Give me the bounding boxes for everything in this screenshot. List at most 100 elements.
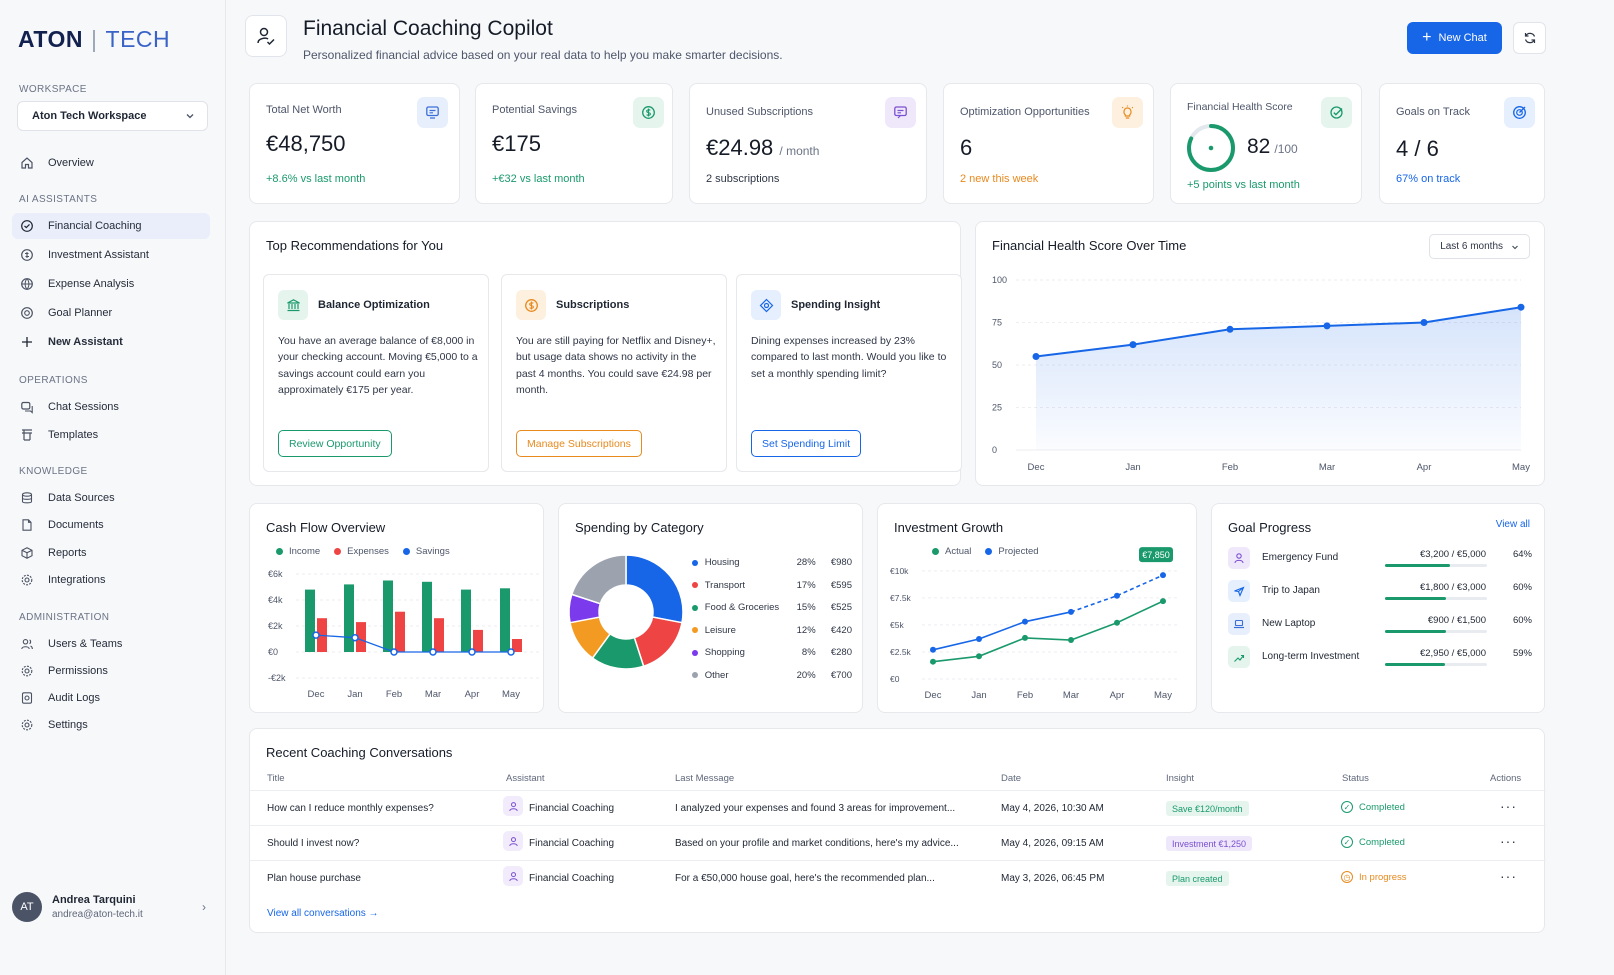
manage-subscriptions-button[interactable]: Manage Subscriptions bbox=[516, 430, 642, 457]
table-row[interactable]: Should I invest now? Financial Coaching … bbox=[250, 825, 1546, 860]
brand-logo[interactable]: ATON | TECH bbox=[18, 26, 170, 53]
spending-category-card: Spending by Category Housing 28% €980 Trans… bbox=[558, 503, 863, 713]
new-chat-button[interactable]: + New Chat bbox=[1407, 22, 1502, 54]
sidebar-item-templates[interactable]: Templates bbox=[12, 422, 210, 448]
sidebar-item-goal-planner[interactable]: Goal Planner bbox=[12, 300, 210, 326]
workspace-label: WORKSPACE bbox=[19, 84, 87, 95]
goal-row[interactable]: Emergency Fund €3,200 / €5,000 64% bbox=[1228, 547, 1533, 577]
more-actions-icon[interactable]: ··· bbox=[1500, 798, 1517, 814]
legend-label: Expenses bbox=[347, 546, 389, 557]
review-opportunity-button[interactable]: Review Opportunity bbox=[278, 430, 392, 457]
sidebar-item-users-teams[interactable]: Users & Teams bbox=[12, 631, 210, 657]
sidebar-item-label: Audit Logs bbox=[48, 692, 100, 704]
sidebar-item-permissions[interactable]: Permissions bbox=[12, 658, 210, 684]
goal-row[interactable]: Long-term Investment €2,950 / €5,000 59% bbox=[1228, 646, 1533, 676]
savings-point bbox=[429, 648, 437, 656]
y-tick-label: €5k bbox=[890, 620, 904, 630]
view-all-conversations-link[interactable]: View all conversations → bbox=[267, 908, 379, 919]
savings-line bbox=[315, 634, 511, 653]
recommendation-title: Subscriptions bbox=[556, 299, 630, 311]
kpi-foot: 67% on track bbox=[1396, 173, 1461, 185]
kpi-value-number: €24.98 bbox=[706, 135, 774, 160]
sidebar-item-financial-coaching[interactable]: Financial Coaching bbox=[12, 213, 210, 239]
category-legend-item: Food & Groceries 15% €525 bbox=[692, 602, 852, 613]
category-legend-item: Housing 28% €980 bbox=[692, 557, 852, 568]
sidebar-item-documents[interactable]: Documents bbox=[12, 512, 210, 538]
user-profile[interactable]: AT Andrea Tarquini andrea@aton-tech.it › bbox=[12, 890, 212, 924]
projected-point bbox=[1022, 618, 1028, 625]
coin-icon bbox=[516, 290, 546, 320]
sidebar-item-label: Integrations bbox=[48, 574, 106, 586]
kpi-foot: 2 subscriptions bbox=[706, 173, 780, 185]
refresh-button[interactable] bbox=[1513, 22, 1546, 54]
category-name: Leisure bbox=[704, 624, 736, 636]
spending-donut-chart bbox=[568, 554, 684, 670]
view-all-goals-link[interactable]: View all bbox=[1495, 519, 1530, 530]
sidebar-item-investment-assistant[interactable]: Investment Assistant bbox=[12, 242, 210, 268]
donut-slice bbox=[625, 554, 684, 624]
x-tick-label: Apr bbox=[465, 689, 480, 700]
workspace-select[interactable]: Aton Tech Workspace bbox=[17, 101, 208, 131]
recommendation-card: Subscriptions You are still paying for N… bbox=[501, 274, 727, 472]
sidebar-item-label: Reports bbox=[48, 547, 87, 559]
more-actions-icon[interactable]: ··· bbox=[1500, 833, 1517, 849]
data-point bbox=[1517, 303, 1525, 311]
investment-growth-card: Investment Growth Actual Projected €0 €2.… bbox=[877, 503, 1197, 713]
column-header: Date bbox=[1001, 773, 1022, 784]
sidebar-item-label: Goal Planner bbox=[48, 307, 113, 319]
sidebar-item-new-assistant[interactable]: New Assistant bbox=[12, 329, 210, 355]
investment-legend: Actual Projected bbox=[932, 546, 1053, 557]
goal-row[interactable]: Trip to Japan €1,800 / €3,000 60% bbox=[1228, 580, 1533, 610]
section-knowledge: KNOWLEDGE bbox=[19, 466, 88, 477]
category-percent: 20% bbox=[796, 669, 816, 681]
recommendation-title: Balance Optimization bbox=[318, 299, 430, 311]
check-circle-icon: ✓ bbox=[1341, 836, 1353, 848]
range-select[interactable]: Last 6 months bbox=[1429, 234, 1530, 259]
legend-swatch bbox=[985, 548, 993, 555]
y-tick-label: €10k bbox=[890, 566, 909, 576]
x-tick-label: Dec bbox=[1028, 462, 1045, 473]
sidebar-item-overview[interactable]: Overview bbox=[12, 150, 210, 176]
set-spending-limit-button[interactable]: Set Spending Limit bbox=[751, 430, 862, 457]
sidebar-item-label: Documents bbox=[48, 519, 104, 531]
sidebar-item-label: Permissions bbox=[48, 665, 108, 677]
actual-point bbox=[930, 658, 936, 665]
legend-swatch bbox=[276, 548, 283, 555]
page-title: Financial Coaching Copilot bbox=[303, 17, 553, 40]
sidebar-item-integrations[interactable]: Integrations bbox=[12, 567, 210, 593]
savings-point bbox=[351, 633, 359, 642]
savings-point bbox=[390, 648, 398, 656]
x-tick-label: Apr bbox=[1110, 690, 1125, 701]
category-percent: 8% bbox=[801, 647, 816, 658]
sidebar-item-chat-sessions[interactable]: Chat Sessions bbox=[12, 394, 210, 420]
projected-point bbox=[930, 646, 936, 653]
sidebar-item-label: Settings bbox=[48, 719, 88, 731]
goal-progress-fill bbox=[1385, 597, 1447, 600]
x-tick-label: Jan bbox=[971, 690, 986, 701]
legend-swatch bbox=[932, 548, 939, 555]
legend-swatch bbox=[402, 548, 410, 555]
bank-icon bbox=[278, 290, 308, 320]
goal-amount: €1,800 / €3,000 bbox=[1419, 582, 1486, 593]
recommendation-text: You have an average balance of €8,000 in… bbox=[278, 335, 478, 396]
category-legend-item: Shopping 8% €280 bbox=[692, 647, 852, 658]
table-row[interactable]: Plan house purchase Financial Coaching F… bbox=[250, 860, 1546, 895]
sidebar-item-data-sources[interactable]: Data Sources bbox=[12, 485, 210, 511]
more-actions-icon[interactable]: ··· bbox=[1500, 868, 1517, 884]
goal-amount: €2,950 / €5,000 bbox=[1419, 648, 1486, 659]
column-header: Title bbox=[267, 773, 285, 784]
section-title: Goal Progress bbox=[1228, 520, 1312, 535]
sidebar-item-settings[interactable]: Settings bbox=[12, 712, 210, 738]
sidebar-item-expense-analysis[interactable]: Expense Analysis bbox=[12, 271, 210, 297]
avatar: AT bbox=[12, 892, 42, 922]
sidebar-item-reports[interactable]: Reports bbox=[12, 540, 210, 566]
goal-row[interactable]: New Laptop €900 / €1,500 60% bbox=[1228, 613, 1533, 643]
category-percent: 17% bbox=[796, 579, 816, 591]
kpi-delta-label: vs last month bbox=[519, 173, 585, 185]
table-row[interactable]: How can I reduce monthly expenses? Finan… bbox=[250, 790, 1546, 825]
legend-item-projected: Projected bbox=[985, 546, 1039, 557]
sidebar-item-label: Chat Sessions bbox=[48, 401, 119, 413]
goal-progress-fill bbox=[1385, 564, 1451, 567]
sidebar-item-audit-logs[interactable]: Audit Logs bbox=[12, 685, 210, 711]
goal-percent: 60% bbox=[1512, 582, 1532, 593]
